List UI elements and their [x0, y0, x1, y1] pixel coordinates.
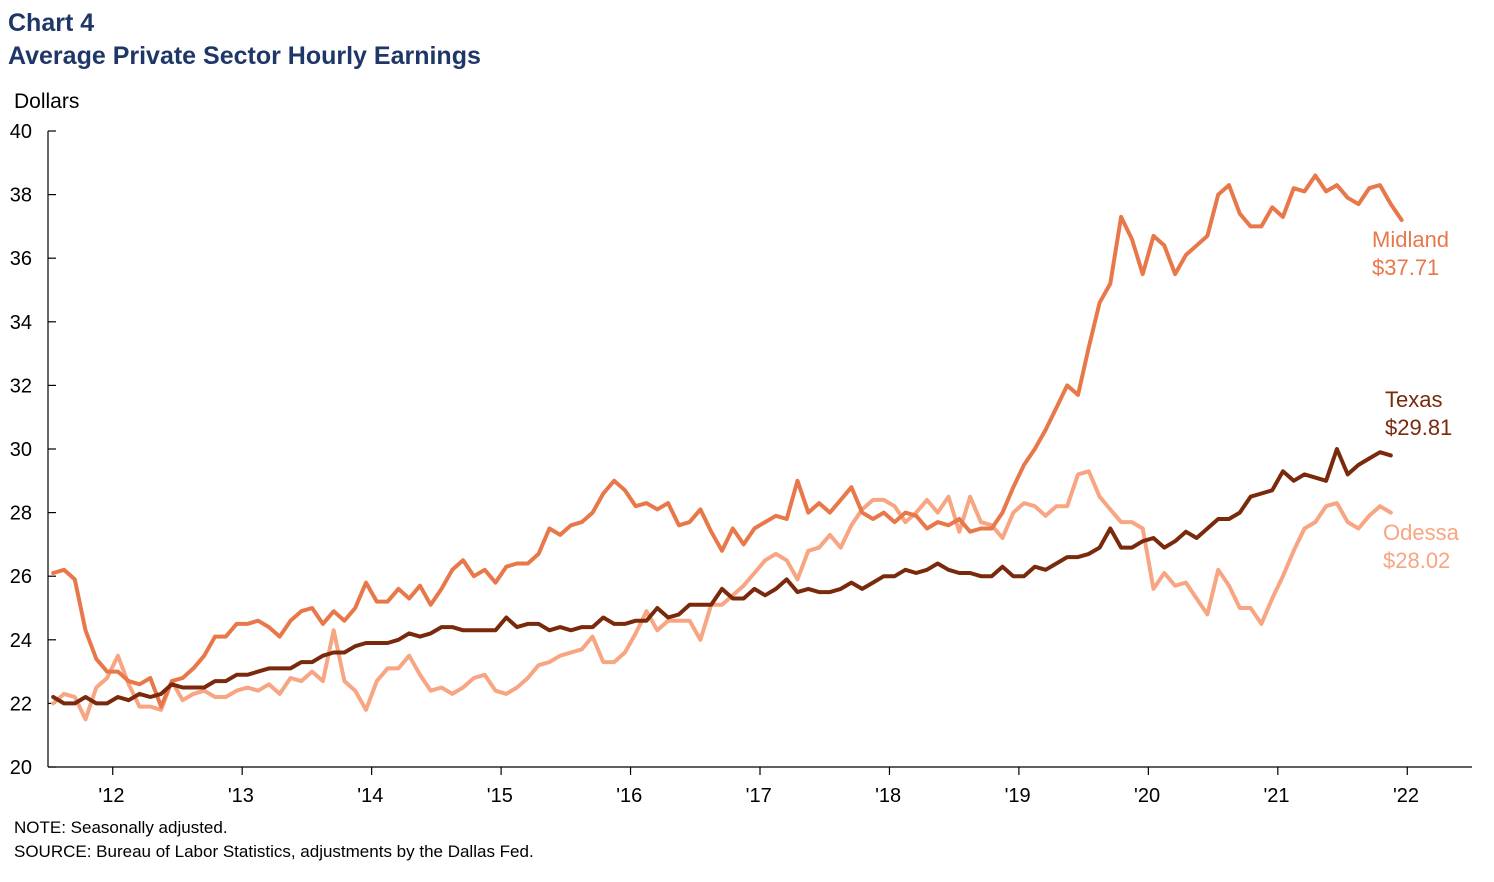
series-value-odessa: $28.02	[1383, 548, 1450, 573]
y-tick-label: 22	[10, 693, 32, 715]
series-line-midland	[51, 173, 1404, 709]
y-tick-label: 26	[10, 566, 32, 588]
x-tick-label: '21	[1263, 785, 1289, 807]
axes: 20 22 24 26 28 30 32 34 36 38 40 '12 '13 '14 '15 '16 '17…	[10, 121, 1472, 807]
series-label-texas: Texas	[1385, 387, 1442, 412]
series-line-texas	[51, 447, 1393, 706]
series-lines	[51, 173, 1404, 722]
note-text: NOTE: Seasonally adjusted.	[14, 818, 228, 837]
x-tick-label: '13	[228, 785, 254, 807]
y-tick-label: 32	[10, 375, 32, 397]
x-tick-label: '22	[1393, 785, 1419, 807]
chart-number: Chart 4	[8, 9, 95, 37]
y-axis-label: Dollars	[14, 90, 80, 113]
x-tick-label: '18	[875, 785, 901, 807]
x-tick-label: '16	[616, 785, 642, 807]
series-value-midland: $37.71	[1372, 255, 1439, 280]
x-tick-label: '15	[487, 785, 513, 807]
y-tick-label: 28	[10, 503, 32, 525]
series-line-odessa	[51, 469, 1393, 722]
x-tick-label: '19	[1005, 785, 1031, 807]
chart-title: Average Private Sector Hourly Earnings	[8, 42, 481, 70]
y-tick-label: 36	[10, 248, 32, 270]
y-tick-label: 30	[10, 439, 32, 461]
y-tick-label: 24	[10, 630, 32, 652]
x-tick-label: '17	[746, 785, 772, 807]
y-tick-label: 38	[10, 185, 32, 207]
series-labels: Midland $37.71 Texas $29.81 Odessa $28.02	[1372, 227, 1460, 573]
series-value-texas: $29.81	[1385, 415, 1452, 440]
series-label-midland: Midland	[1372, 227, 1449, 252]
x-tick-label: '14	[357, 785, 383, 807]
y-tick-label: 34	[10, 312, 32, 334]
x-tick-label: '20	[1134, 785, 1160, 807]
source-text: SOURCE: Bureau of Labor Statistics, adju…	[14, 842, 534, 861]
y-tick-label: 40	[10, 121, 32, 143]
series-label-odessa: Odessa	[1383, 520, 1460, 545]
y-tick-label: 20	[10, 757, 32, 779]
x-tick-label: '12	[98, 785, 124, 807]
